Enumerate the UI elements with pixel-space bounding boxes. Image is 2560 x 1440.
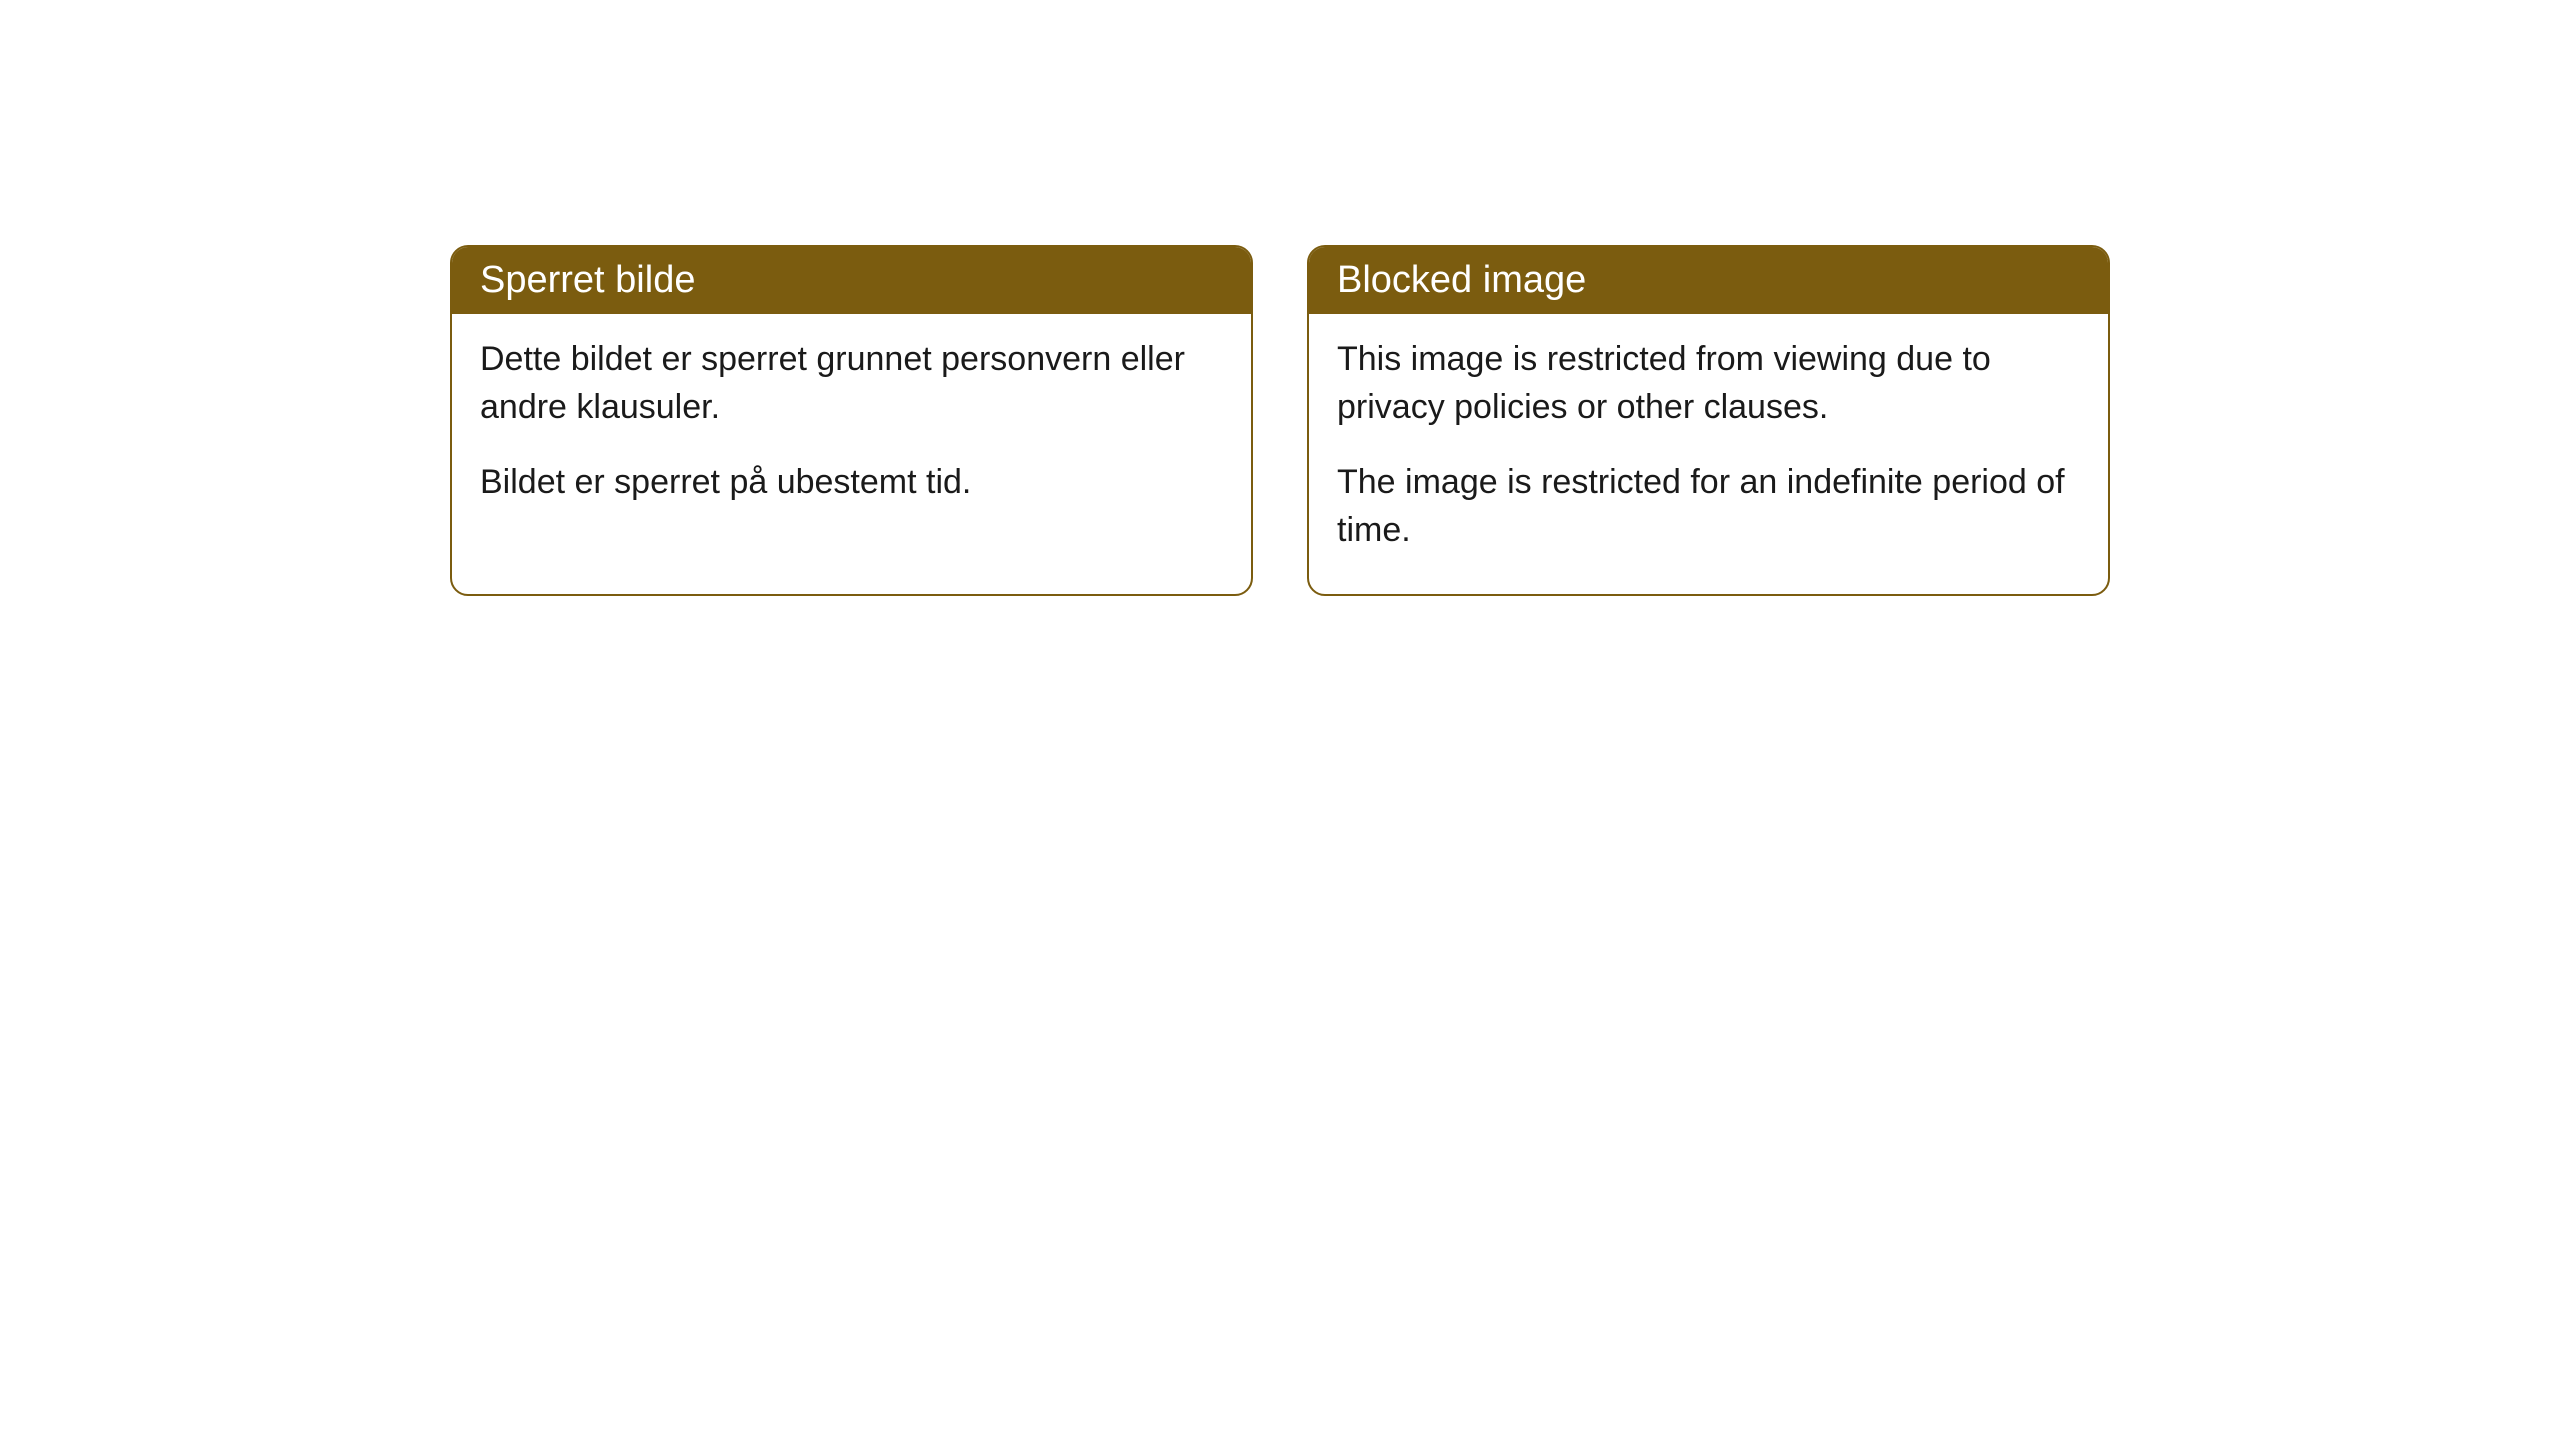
card-body-norwegian: Dette bildet er sperret grunnet personve… [452,314,1251,547]
cards-container: Sperret bilde Dette bildet er sperret gr… [0,245,2560,596]
card-header-english: Blocked image [1309,247,2108,314]
card-paragraph-1: This image is restricted from viewing du… [1337,336,2080,431]
card-header-norwegian: Sperret bilde [452,247,1251,314]
card-norwegian: Sperret bilde Dette bildet er sperret gr… [450,245,1253,596]
card-english: Blocked image This image is restricted f… [1307,245,2110,596]
card-body-english: This image is restricted from viewing du… [1309,314,2108,594]
card-paragraph-1: Dette bildet er sperret grunnet personve… [480,336,1223,431]
card-paragraph-2: The image is restricted for an indefinit… [1337,459,2080,554]
card-paragraph-2: Bildet er sperret på ubestemt tid. [480,459,1223,507]
